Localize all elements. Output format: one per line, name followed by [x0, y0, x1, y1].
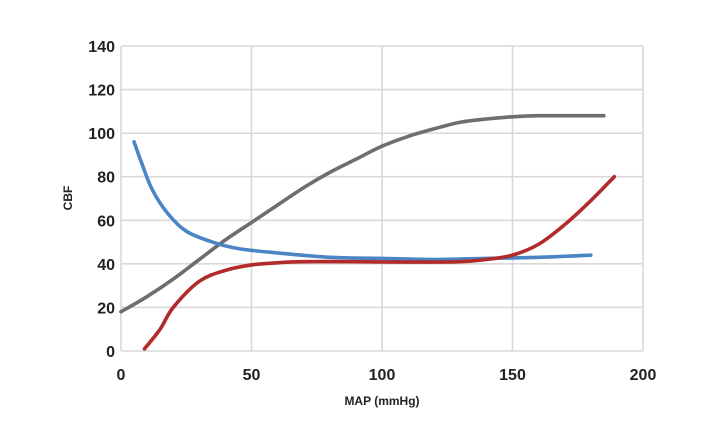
- series-line-blue: [132, 140, 593, 262]
- x-axis-title: MAP (mmHg): [344, 394, 419, 408]
- y-tick-label: 20: [97, 300, 115, 317]
- y-tick-label: 0: [106, 344, 115, 361]
- y-tick-label: 80: [97, 170, 115, 187]
- x-tick-label: 200: [630, 367, 657, 384]
- grid: [120, 45, 644, 352]
- axes: 0 50 100 150 200 0 20 40 60 80 100 120 140 MAP (mmHg)…: [61, 39, 656, 408]
- y-tick-label: 40: [97, 257, 115, 274]
- y-tick-label: 140: [88, 39, 115, 56]
- series-line-gray: [119, 113, 606, 314]
- y-tick-label: 120: [88, 83, 115, 100]
- series-line-red: [142, 174, 617, 351]
- y-tick-label: 60: [97, 213, 115, 230]
- x-tick-label: 50: [243, 367, 261, 384]
- series-group: [119, 113, 617, 351]
- y-tick-label: 100: [88, 126, 115, 143]
- x-tick-label: 100: [369, 367, 396, 384]
- y-axis-title: CBF: [61, 186, 75, 211]
- x-tick-label: 0: [117, 367, 126, 384]
- x-tick-label: 150: [499, 367, 526, 384]
